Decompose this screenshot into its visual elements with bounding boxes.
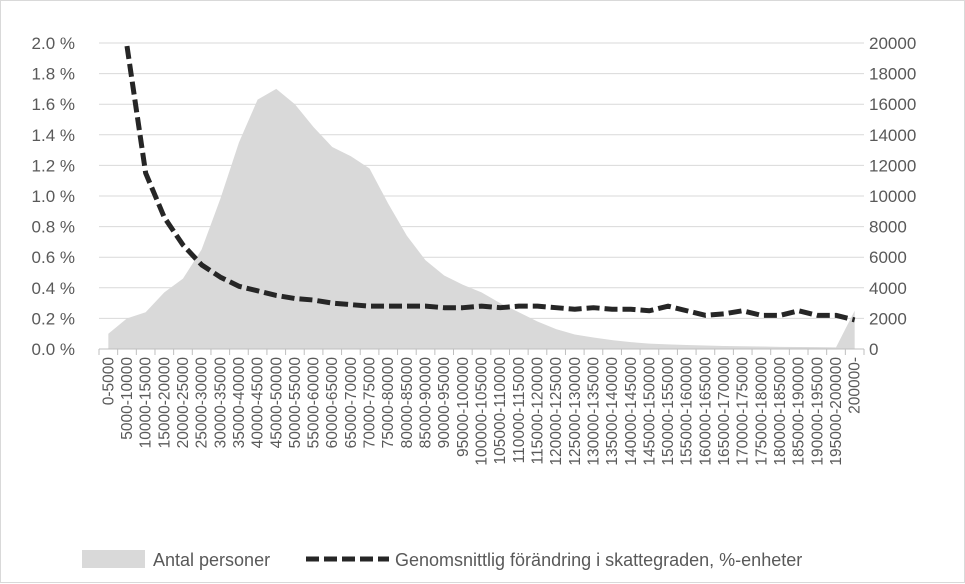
category-label: 65000-70000 <box>343 357 360 449</box>
category-label: 150000-155000 <box>660 357 677 466</box>
category-label: 130000-135000 <box>585 357 602 466</box>
right-axis-tick-label: 18000 <box>869 65 916 84</box>
category-label: 45000-50000 <box>268 357 285 449</box>
category-label: 70000-75000 <box>362 357 379 449</box>
category-label: 85000-90000 <box>418 357 435 449</box>
left-axis-tick-label: 2.0 % <box>32 34 75 53</box>
category-label: 75000-80000 <box>380 357 397 449</box>
category-label: 160000-165000 <box>697 357 714 466</box>
left-axis-tick-label: 1.2 % <box>32 156 75 175</box>
right-axis-tick-label: 12000 <box>869 156 916 175</box>
area-series-layer <box>108 88 855 350</box>
left-axis-tick-label: 0.8 % <box>32 218 75 237</box>
right-axis-tick-label: 14000 <box>869 126 916 145</box>
right-axis-tick-label: 6000 <box>869 248 907 267</box>
legend: Antal personer Genomsnittlig förändring … <box>82 550 802 570</box>
category-label: 140000-145000 <box>623 357 640 466</box>
category-label: 10000-15000 <box>138 357 155 449</box>
category-label: 90000-95000 <box>436 357 453 449</box>
category-label: 30000-35000 <box>212 357 229 449</box>
category-label: 5000-10000 <box>119 357 136 440</box>
category-label: 135000-140000 <box>604 357 621 466</box>
category-label: 170000-175000 <box>735 357 752 466</box>
category-label: 15000-20000 <box>156 357 173 449</box>
left-axis-tick-label: 0.2 % <box>32 309 75 328</box>
category-label: 95000-100000 <box>455 357 472 457</box>
legend-label-genomsnittlig: Genomsnittlig förändring i skattegraden,… <box>395 550 802 570</box>
area-antal-personer <box>108 88 855 350</box>
legend-swatch-antal-personer <box>82 550 145 568</box>
line-genomsnittlig-forandring <box>124 45 856 323</box>
left-axis-tick-label: 1.6 % <box>32 95 75 114</box>
category-label: 145000-150000 <box>641 357 658 466</box>
category-label: 25000-30000 <box>194 357 211 449</box>
right-axis-tick-label: 4000 <box>869 279 907 298</box>
category-label: 40000-45000 <box>250 357 267 449</box>
right-axis-tick-label: 10000 <box>869 187 916 206</box>
category-label: 185000-190000 <box>791 357 808 466</box>
left-axis-tick-label: 0.0 % <box>32 340 75 359</box>
category-label: 35000-40000 <box>231 357 248 449</box>
category-label: 155000-160000 <box>679 357 696 466</box>
right-axis-tick-label: 2000 <box>869 309 907 328</box>
right-axis-tick-label: 8000 <box>869 218 907 237</box>
category-label: 100000-105000 <box>474 357 491 466</box>
category-label: 105000-110000 <box>492 357 509 465</box>
legend-label-antal-personer: Antal personer <box>153 550 270 570</box>
x-axis <box>98 348 865 355</box>
left-axis-tick-label: 1.4 % <box>32 126 75 145</box>
left-axis-tick-label: 1.0 % <box>32 187 75 206</box>
category-label: 200000- <box>847 357 864 414</box>
right-axis-tick-label: 16000 <box>869 95 916 114</box>
category-label: 60000-65000 <box>324 357 341 449</box>
category-label: 120000-125000 <box>548 357 565 466</box>
category-label: 20000-25000 <box>175 357 192 449</box>
right-axis-tick-label: 0 <box>869 340 878 359</box>
left-axis-tick-label: 1.8 % <box>32 65 75 84</box>
category-label: 180000-185000 <box>772 357 789 466</box>
category-labels: 0-5000 5000-10000 10000-15000 15000-20000 20… <box>100 357 863 466</box>
category-label: 175000-180000 <box>753 357 770 466</box>
left-axis-tick-label: 0.6 % <box>32 248 75 267</box>
right-axis-tick-label: 20000 <box>869 34 916 53</box>
category-label: 110000-115000 <box>511 357 528 464</box>
right-axis-ticks: 0 2000 4000 6000 8000 10000 12000 14000 16000 180… <box>869 34 916 359</box>
line-series-layer <box>124 45 856 323</box>
category-label: 0-5000 <box>100 357 117 406</box>
category-label: 80000-85000 <box>399 357 416 449</box>
category-label: 190000-195000 <box>809 357 826 466</box>
category-label: 115000-120000 <box>529 357 546 465</box>
left-axis-ticks: 0.0 % 0.2 % 0.4 % 0.6 % 0.8 % 1.0 % 1.2 % 1.4 %… <box>32 34 75 359</box>
category-label: 125000-130000 <box>567 357 584 466</box>
category-label: 50000-55000 <box>287 357 304 449</box>
category-label: 195000-200000 <box>828 357 845 466</box>
left-axis-tick-label: 0.4 % <box>32 279 75 298</box>
category-label: 165000-170000 <box>716 357 733 466</box>
category-label: 55000-60000 <box>306 357 323 449</box>
